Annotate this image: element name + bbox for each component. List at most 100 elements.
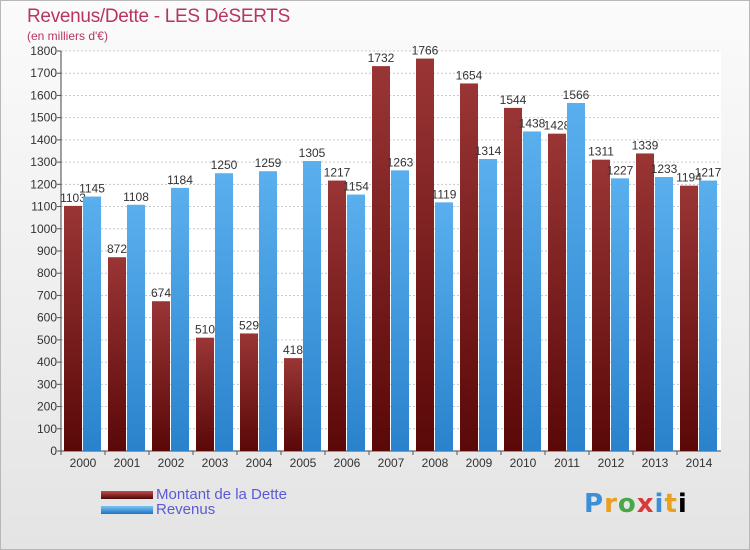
bar-revenus [303, 161, 321, 451]
legend-label-revenus: Revenus [156, 501, 216, 518]
data-label-dette: 1103 [60, 191, 86, 205]
y-tick-label: 1400 [30, 133, 57, 147]
x-tick-label: 2010 [510, 456, 537, 470]
data-label-dette: 1544 [500, 93, 527, 107]
bar-dette [592, 159, 610, 451]
legend: Montant de la Dette Revenus [101, 487, 287, 517]
data-label-revenus: 1154 [343, 180, 369, 194]
data-label-revenus: 1263 [387, 155, 414, 169]
y-tick-label: 1500 [30, 111, 57, 125]
x-tick-label: 2009 [466, 456, 493, 470]
y-tick-label: 600 [37, 311, 57, 325]
bar-revenus [435, 202, 453, 451]
legend-label-dette: Montant de la Dette [156, 486, 287, 503]
bar-dette [680, 185, 698, 451]
y-tick-label: 1200 [30, 177, 57, 191]
y-tick-label: 1700 [30, 66, 57, 80]
bar-revenus [347, 194, 365, 452]
x-tick-label: 2003 [202, 456, 229, 470]
legend-item-revenus: Revenus [101, 502, 287, 517]
legend-swatch-dette [101, 490, 153, 499]
legend-swatch-revenus [101, 505, 153, 514]
data-label-dette: 674 [151, 286, 171, 300]
y-tick-label: 400 [37, 355, 57, 369]
bar-revenus [655, 177, 673, 451]
y-tick-label: 100 [37, 422, 57, 436]
x-tick-label: 2005 [290, 456, 317, 470]
x-tick-label: 2013 [642, 456, 669, 470]
data-label-revenus: 1108 [123, 190, 149, 204]
data-label-dette: 1217 [324, 166, 351, 180]
data-label-dette: 872 [107, 242, 127, 256]
y-tick-label: 900 [37, 244, 57, 258]
data-label-revenus: 1250 [211, 158, 238, 172]
data-label-revenus: 1305 [299, 146, 326, 160]
bar-revenus [479, 159, 497, 451]
bar-dette [240, 333, 258, 451]
x-tick-label: 2007 [378, 456, 405, 470]
x-tick-label: 2000 [70, 456, 97, 470]
data-label-dette: 418 [283, 343, 303, 357]
data-label-revenus: 1145 [79, 182, 105, 196]
y-tick-label: 300 [37, 377, 57, 391]
proxiti-logo: Proxiti [584, 489, 688, 519]
data-label-revenus: 1119 [432, 187, 457, 201]
y-tick-label: 700 [37, 288, 57, 302]
data-label-revenus: 1314 [475, 144, 502, 158]
bar-dette [64, 205, 82, 451]
y-tick-label: 200 [37, 400, 57, 414]
y-tick-label: 1100 [31, 200, 57, 214]
x-tick-label: 2011 [554, 456, 580, 470]
bar-dette [196, 337, 214, 451]
y-tick-label: 800 [37, 266, 57, 280]
chart-subtitle: (en milliers d'€) [27, 29, 108, 43]
data-label-revenus: 1184 [167, 173, 193, 187]
data-label-revenus: 1233 [651, 162, 678, 176]
bar-dette [152, 301, 170, 451]
bar-revenus [523, 131, 541, 451]
y-tick-label: 1600 [30, 88, 57, 102]
bar-revenus [611, 178, 629, 452]
data-label-dette: 1654 [456, 68, 483, 82]
bar-dette [504, 107, 522, 451]
data-label-dette: 1194 [676, 171, 702, 185]
data-label-revenus: 1259 [255, 156, 282, 170]
bar-dette [328, 180, 346, 452]
y-tick-label: 0 [50, 444, 57, 458]
data-label-dette: 510 [195, 323, 215, 337]
bar-revenus [215, 173, 233, 451]
data-label-dette: 1732 [368, 51, 395, 65]
data-label-dette: 1339 [632, 138, 659, 152]
y-tick-label: 1800 [30, 44, 57, 58]
bar-revenus [259, 171, 277, 451]
data-label-revenus: 1566 [563, 88, 590, 102]
bar-dette [372, 66, 390, 451]
x-tick-label: 2004 [246, 456, 273, 470]
chart-title: Revenus/Dette - LES DéSERTS [27, 6, 290, 27]
bar-dette [416, 58, 434, 452]
data-label-dette: 1311 [588, 145, 614, 159]
x-tick-label: 2001 [114, 456, 141, 470]
data-label-revenus: 1217 [695, 166, 722, 180]
bar-dette [548, 133, 566, 451]
data-label-dette: 1428 [544, 119, 571, 133]
y-tick-label: 1000 [30, 222, 57, 236]
bar-revenus [127, 204, 145, 451]
x-tick-label: 2014 [686, 456, 713, 470]
bar-dette [636, 153, 654, 451]
bar-dette [460, 83, 478, 451]
data-label-revenus: 1438 [519, 116, 546, 130]
x-tick-label: 2002 [158, 456, 185, 470]
x-tick-label: 2008 [422, 456, 449, 470]
bar-dette [284, 358, 302, 451]
legend-item-dette: Montant de la Dette [101, 487, 287, 502]
bar-revenus [567, 103, 585, 451]
bar-revenus [171, 187, 189, 451]
bar-revenus [391, 170, 409, 452]
data-label-dette: 1766 [412, 44, 439, 58]
x-tick-label: 2012 [598, 456, 625, 470]
bar-revenus [83, 196, 101, 451]
y-tick-label: 500 [37, 333, 57, 347]
